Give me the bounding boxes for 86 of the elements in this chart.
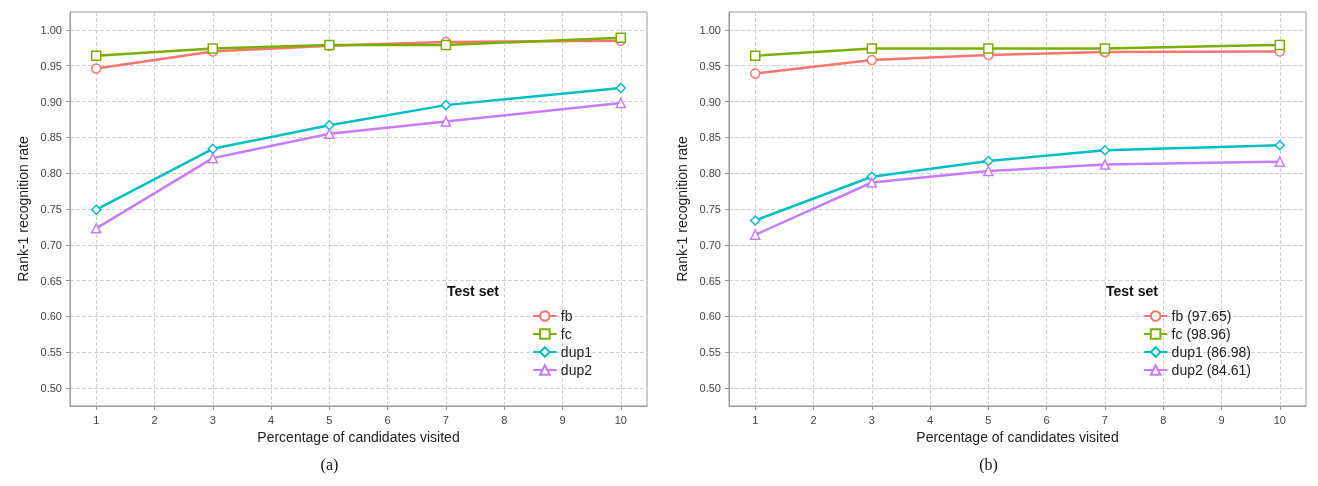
legend-label: dup2 [560,362,593,378]
y-tick-label: 0.95 [40,59,62,72]
point [90,63,102,74]
y-tick-label: 0.95 [699,59,721,72]
y-tick-label: 0.85 [40,131,62,144]
x-tick-label: 1 [752,413,759,426]
x-tick-label: 10 [614,413,627,426]
y-tick-label: 0.60 [40,310,62,323]
point [1274,39,1286,51]
x-tick-label: 4 [927,413,934,426]
point [207,152,219,164]
legend-label: fb [560,308,573,324]
point [324,128,335,140]
y-tick-label: 0.55 [40,346,62,359]
legend-title: Test set [1106,283,1159,299]
point [615,97,627,109]
point [1099,159,1111,170]
point [749,68,761,79]
point [1099,145,1111,156]
y-tick-label: 0.80 [40,167,62,180]
x-tick-label: 6 [384,413,391,426]
x-tick-label: 4 [268,413,275,426]
legend-label: fc [560,326,572,342]
y-tick-label: 0.90 [40,95,62,108]
y-tick-label: 0.80 [699,167,721,180]
point [749,215,761,226]
point [90,50,102,61]
x-tick-label: 8 [1160,413,1167,426]
x-tick-label: 9 [1218,413,1225,426]
point [749,50,761,61]
x-tick-label: 3 [209,413,216,426]
x-tick-label: 3 [868,413,875,426]
legend-label: dup1 [560,344,593,360]
x-tick-label: 6 [1043,413,1050,426]
point [1274,139,1286,151]
point [983,165,994,177]
y-tick-label: 0.90 [699,95,721,108]
y-tick-label: 0.50 [40,382,62,395]
y-tick-label: 0.65 [40,274,62,287]
x-tick-label: 5 [326,413,333,426]
text: (b) [979,455,998,474]
x-tick-label: 8 [501,413,508,426]
x-tick-label: 5 [985,413,992,426]
point [324,119,335,131]
point [90,204,102,215]
y-tick-label: 0.65 [699,274,721,287]
text: (a) [320,455,339,474]
point [440,99,452,111]
x-tick-label: 1 [93,413,100,426]
y-tick-label: 0.50 [699,382,721,395]
legend-label: dup2 (84.61) [1171,362,1252,378]
y-tick-label: 0.70 [40,238,62,251]
legend-label: fb (97.65) [1171,308,1232,324]
y-tick-label: 1.00 [40,23,62,36]
x-tick-label: 7 [1101,413,1108,426]
y-tick-label: 0.55 [699,346,721,359]
point [866,43,878,54]
point [983,155,994,167]
y-tick-label: 1.00 [699,23,721,36]
x-tick-label: 2 [810,413,817,426]
point [983,43,994,54]
point [1099,43,1111,54]
y-axis-title: Rank-1 recognition rate [673,136,690,282]
x-tick-label: 10 [1273,413,1286,426]
y-tick-label: 0.85 [699,131,721,144]
point [866,177,878,188]
point [615,82,627,94]
y-tick-label: 0.60 [699,310,721,323]
point [440,116,452,127]
x-tick-label: 2 [151,413,158,426]
legend-label: fc (98.96) [1171,326,1231,342]
x-axis-title: Percentage of candidates visited [257,428,460,445]
y-axis-title: Rank-1 recognition rate [14,136,31,282]
point [90,223,102,234]
y-tick-label: 0.70 [699,238,721,251]
x-tick-label: 9 [559,413,566,426]
legend-label: dup1 (86.98) [1171,344,1252,360]
legend-title: Test set [447,283,500,299]
point [866,54,878,66]
x-axis-title: Percentage of candidates visited [916,428,1119,445]
y-tick-label: 0.75 [699,203,721,215]
point [1274,156,1286,167]
point [207,143,219,155]
y-tick-label: 0.75 [40,203,62,215]
point [749,229,761,241]
x-tick-label: 7 [442,413,449,426]
